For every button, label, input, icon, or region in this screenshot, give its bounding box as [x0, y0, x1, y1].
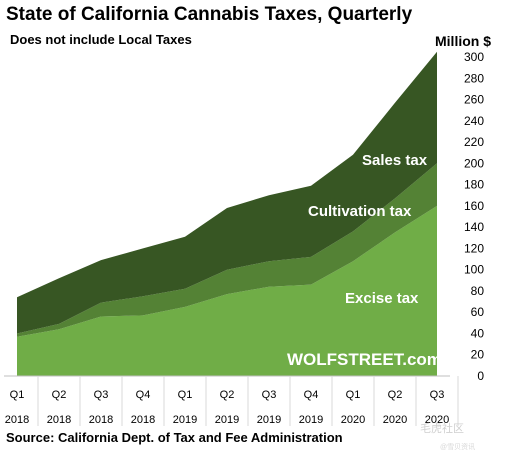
area-label-cultivation-tax: Cultivation tax	[308, 203, 412, 220]
x-tick-quarter-label: Q1	[10, 389, 25, 401]
x-tick-year-label: 2018	[89, 414, 113, 426]
y-tick-label: 200	[464, 156, 484, 170]
x-tick-year-label: 2018	[131, 414, 155, 426]
x-tick-quarter-label: Q2	[52, 389, 67, 401]
x-tick-year-label: 2019	[299, 414, 323, 426]
area-label-sales-tax: Sales tax	[362, 152, 428, 169]
y-tick-label: 40	[471, 326, 485, 340]
y-tick-label: 260	[464, 93, 484, 107]
x-tick-year-label: 2020	[383, 414, 407, 426]
x-tick-year-label: 2020	[341, 414, 365, 426]
y-tick-label: 240	[464, 114, 484, 128]
x-tick-quarter-label: Q2	[220, 389, 235, 401]
area-sales-tax	[17, 51, 437, 334]
area-labels: Excise tax Cultivation tax Sales tax WOLFST…	[287, 152, 442, 369]
y-tick-label: 300	[464, 50, 484, 64]
watermark: 毛虎社区	[420, 423, 464, 435]
x-tick-year-label: 2018	[47, 414, 71, 426]
x-tick-quarter-label: Q1	[178, 389, 193, 401]
x-tick-year-label: 2019	[173, 414, 197, 426]
x-tick-quarter-label: Q3	[94, 389, 109, 401]
y-axis-unit-label: Million $	[435, 33, 491, 49]
y-tick-label: 220	[464, 135, 484, 149]
x-tick-quarter-label: Q1	[346, 389, 361, 401]
brand-label: WOLFSTREET.com	[287, 350, 442, 369]
y-tick-label: 100	[464, 263, 484, 277]
y-tick-label: 20	[471, 348, 485, 362]
x-axis-ticks: Q1 Q2 Q3 Q4 Q1 Q2 Q3 Q4 Q1 Q2 Q3 2018 2018 2018 2018 20…	[4, 375, 459, 426]
source-note: Source: California Dept. of Tax and Fee …	[6, 430, 343, 445]
y-tick-label: 140	[464, 220, 484, 234]
y-tick-label: 0	[477, 369, 484, 383]
y-tick-label: 180	[464, 178, 484, 192]
x-tick-year-label: 2020	[425, 414, 449, 426]
x-tick-year-label: 2018	[5, 414, 29, 426]
chart-areas	[17, 51, 437, 376]
y-tick-label: 280	[464, 71, 484, 85]
y-tick-label: 160	[464, 199, 484, 213]
x-tick-quarter-label: Q4	[136, 389, 151, 401]
chart-subtitle: Does not include Local Taxes	[10, 32, 192, 47]
x-tick-quarter-label: Q2	[388, 389, 403, 401]
x-tick-year-label: 2019	[257, 414, 281, 426]
x-tick-quarter-label: Q3	[262, 389, 277, 401]
watermark-small: @雪贝资讯	[440, 444, 476, 451]
chart-title: State of California Cannabis Taxes, Quar…	[6, 4, 413, 25]
y-tick-label: 80	[471, 284, 485, 298]
x-tick-quarter-label: Q3	[430, 389, 445, 401]
area-cultivation-tax	[17, 163, 437, 337]
y-tick-label: 60	[471, 305, 485, 319]
y-axis-ticks: 0 20 40 60 80 100 120 140 160 180 200 220 240 260 280 3…	[464, 50, 484, 383]
x-tick-quarter-label: Q4	[304, 389, 319, 401]
area-label-excise-tax: Excise tax	[345, 290, 419, 307]
x-tick-year-label: 2019	[215, 414, 239, 426]
area-excise-tax	[17, 205, 437, 376]
y-tick-label: 120	[464, 241, 484, 255]
